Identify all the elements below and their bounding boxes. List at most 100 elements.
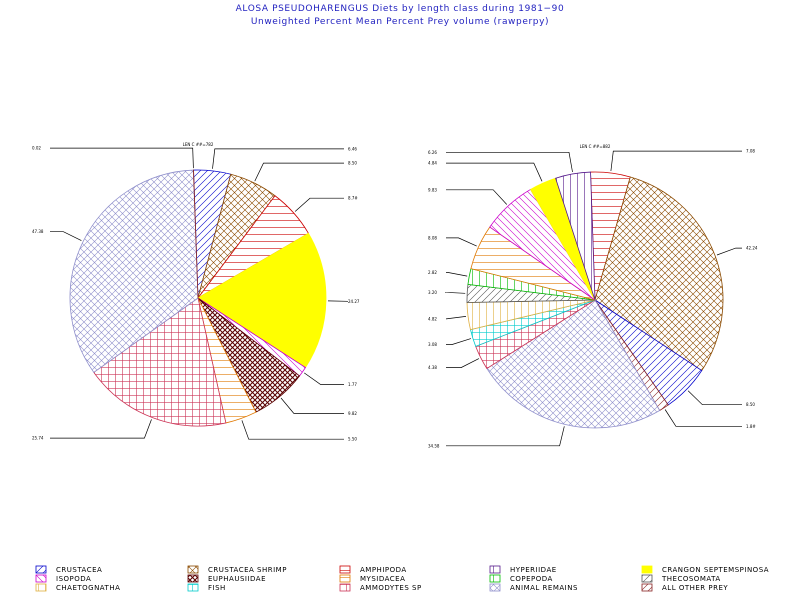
legend-item: ALL OTHER PREY — [641, 583, 728, 592]
pie-leader-line — [303, 372, 344, 385]
legend-swatch — [489, 574, 501, 583]
legend-item: ANIMAL REMAINS — [489, 583, 578, 592]
pie-leader-line — [294, 197, 344, 212]
pie-leader-line — [446, 272, 468, 277]
pie-chart-1: LEN C ##=782 6.46 8.50 8.7# 24.27 1.77 9.82 5.5… — [32, 142, 360, 442]
pie-slice — [486, 299, 661, 429]
pie-title-1: LEN C ##=782 — [183, 142, 214, 147]
pie-slice-label: 34.58 — [428, 443, 440, 448]
legend-swatch — [339, 583, 351, 592]
pie-leader-line — [446, 189, 508, 205]
pie-leader-line — [50, 231, 82, 241]
legend-item: AMMODYTES SP — [339, 583, 422, 592]
legend-swatch — [35, 565, 47, 574]
legend-label: HYPERIIDAE — [510, 566, 557, 574]
pie-slice — [93, 297, 227, 427]
pie-slice-label: 8.50 — [348, 161, 357, 166]
pie-leader-line — [446, 237, 477, 247]
pie-leader-line — [610, 150, 742, 172]
legend-item: THECOSOMATA — [641, 574, 721, 583]
pie-slice-label: 4.84 — [428, 161, 437, 166]
pie-slice-label: 2.82 — [428, 270, 437, 275]
legend-swatch — [641, 565, 653, 574]
legend-item: CHAETOGNATHA — [35, 583, 120, 592]
pie-slice-label: 25.74 — [32, 436, 44, 441]
pie-leader-line — [50, 419, 152, 439]
legend-swatch — [187, 574, 199, 583]
pie-slice — [193, 169, 199, 299]
legend-item: FISH — [187, 583, 226, 592]
legend-swatch — [35, 574, 47, 583]
legend-label: MYSIDACEA — [360, 575, 405, 583]
legend-swatch — [489, 565, 501, 574]
legend-swatch — [35, 583, 47, 592]
pie-leader-line — [664, 409, 742, 427]
legend-label: THECOSOMATA — [661, 575, 721, 583]
legend-item: MYSIDACEA — [339, 574, 405, 583]
pie-slice-label: 0.02 — [32, 146, 41, 151]
legend-label: ISOPODA — [56, 575, 91, 583]
legend-label: ALL OTHER PREY — [662, 584, 728, 592]
pie-chart-2: LEN C ##=882 7.08 42.24 8.50 1.8# 34.58 4.38 3.… — [428, 144, 758, 448]
pie-slice-label: 4.38 — [428, 365, 437, 370]
legend-label: CRUSTACEA — [56, 566, 102, 574]
pie-slice-label: 8.50 — [746, 402, 755, 407]
pie-slice — [197, 232, 327, 369]
pie-title-2: LEN C ##=882 — [580, 144, 611, 149]
pie-leader-line — [241, 420, 344, 440]
pie-slice-label: 24.27 — [348, 299, 360, 304]
pie-slice-label: 42.24 — [746, 246, 758, 251]
pie-leader-line — [446, 338, 472, 345]
pie-slice-label: 6.26 — [428, 150, 437, 155]
legend-swatch — [339, 565, 351, 574]
legend-label: CRUSTACEA SHRIMP — [208, 566, 287, 574]
pie-slice-label: 1.8# — [746, 424, 756, 429]
pie-leader-line — [716, 247, 742, 256]
pie-slice-label: 47.38 — [32, 229, 44, 234]
pie-slice — [69, 169, 199, 373]
legend-swatch — [339, 574, 351, 583]
legend-item: AMPHIPODA — [339, 565, 407, 574]
legend-label: FISH — [208, 584, 226, 592]
pie-leader-line — [687, 390, 742, 406]
pie-slice — [594, 176, 724, 372]
legend-swatch — [187, 565, 199, 574]
legend-swatch — [489, 583, 501, 592]
pie-leader-line — [446, 162, 543, 182]
pie-slice-label: 9.83 — [428, 187, 437, 192]
legend-label: CHAETOGNATHA — [56, 584, 120, 592]
pie-leader-line — [280, 397, 344, 414]
legend-label: AMMODYTES SP — [360, 584, 422, 592]
pie-leader-line — [445, 291, 466, 294]
legend-item: CRUSTACEA SHRIMP — [187, 565, 287, 574]
legend-label: CRANGON SEPTEMSPINOSA — [662, 566, 769, 574]
pie-slice-label: 1.77 — [348, 382, 357, 387]
legend-label: COPEPODA — [510, 575, 553, 583]
chart-subtitle: Unweighted Percent Mean Percent Prey vol… — [250, 17, 550, 27]
pie-slice-label: 8.08 — [428, 235, 437, 240]
pie-leader-line — [446, 151, 573, 173]
legend-label: EUPHAUSIIDAE — [208, 575, 266, 583]
legend-swatch — [641, 583, 653, 592]
legend-item: EUPHAUSIIDAE — [187, 574, 266, 583]
pie-leader-line — [50, 147, 194, 169]
pie-slice-label: 8.7# — [348, 196, 358, 201]
legend-label: ANIMAL REMAINS — [510, 584, 578, 592]
pie-leader-line — [212, 148, 344, 169]
legend-label: AMPHIPODA — [360, 566, 407, 574]
pie-leader-line — [254, 162, 344, 182]
pie-leader-line — [446, 426, 565, 447]
pie-slice-label: 5.50 — [348, 437, 357, 442]
legend-item: CRUSTACEA — [35, 565, 102, 574]
pie-slice-label: 4.82 — [428, 316, 437, 321]
legend-item: COPEPODA — [489, 574, 553, 583]
pie-slice-label: 3.08 — [428, 342, 437, 347]
pie-slice-label: 6.46 — [348, 146, 357, 151]
pie-slice-label: 3.20 — [428, 290, 437, 295]
chart-title: ALOSA PSEUDOHARENGUS Diets by length cla… — [235, 4, 565, 14]
pie-slice — [555, 171, 596, 301]
pie-slice-label: 9.82 — [348, 411, 357, 416]
legend-item: ISOPODA — [35, 574, 91, 583]
legend-item: HYPERIIDAE — [489, 565, 557, 574]
